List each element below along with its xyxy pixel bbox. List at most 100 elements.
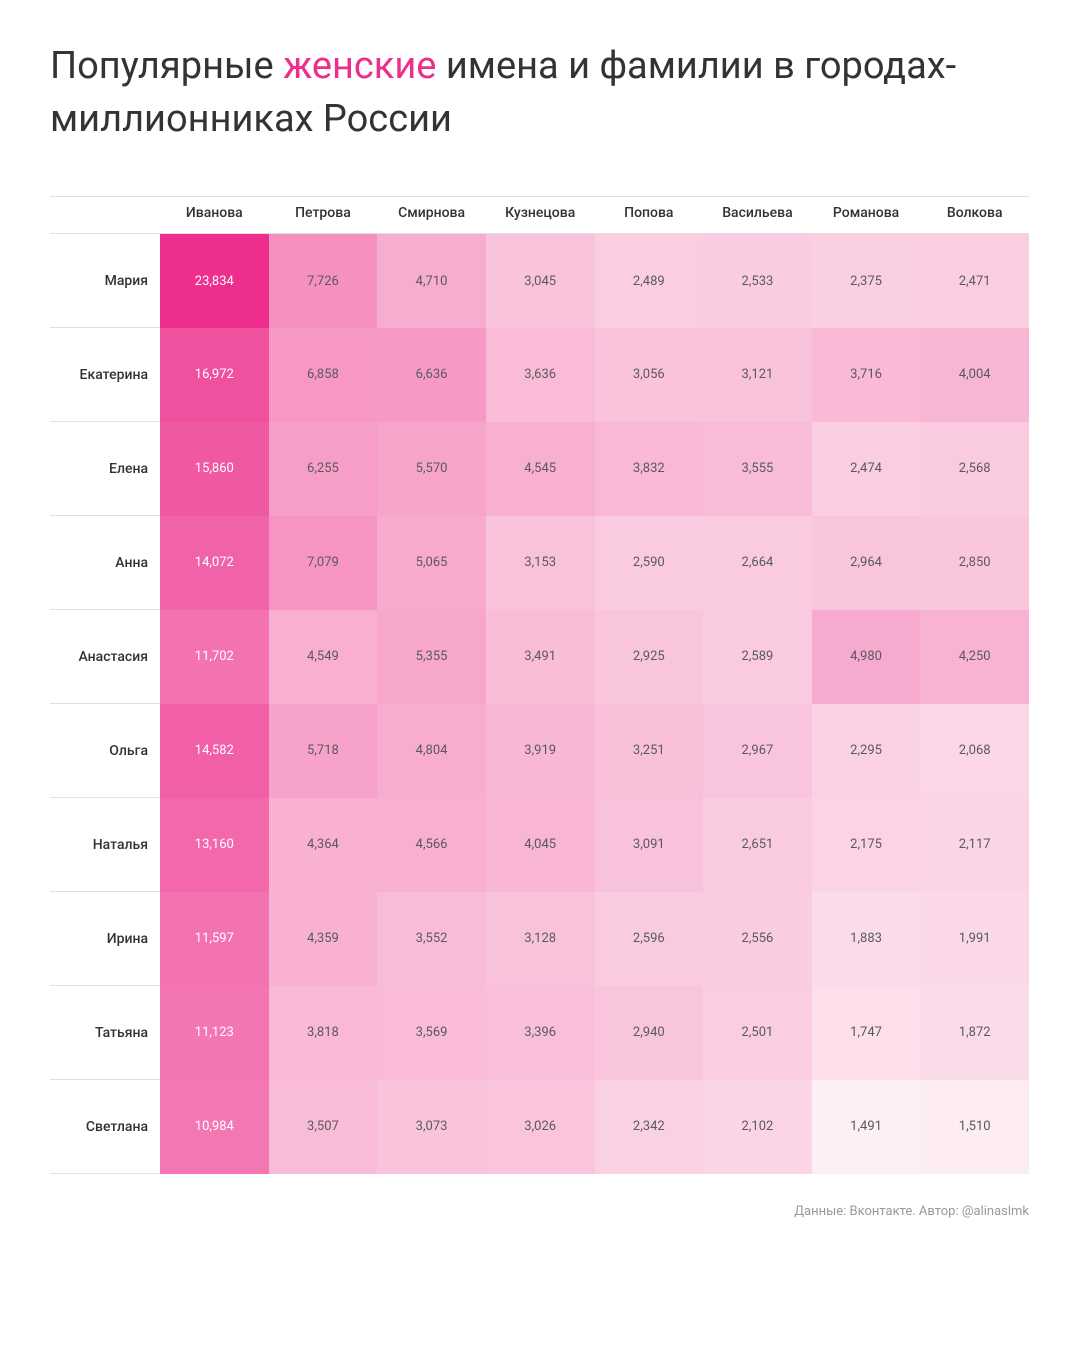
heatmap-cell: 2,489 <box>595 234 704 328</box>
heatmap-cell: 4,549 <box>269 610 378 704</box>
heatmap-cell: 3,073 <box>377 1080 486 1174</box>
heatmap-cell: 3,818 <box>269 986 378 1080</box>
row-header: Наталья <box>50 798 160 892</box>
heatmap-body: Мария23,8347,7264,7103,0452,4892,5332,37… <box>50 234 1029 1174</box>
heatmap-cell: 3,121 <box>703 328 812 422</box>
heatmap-cell: 3,919 <box>486 704 595 798</box>
heatmap-cell: 14,582 <box>160 704 269 798</box>
heatmap-cell: 2,068 <box>920 704 1029 798</box>
heatmap-cell: 2,850 <box>920 516 1029 610</box>
row-header: Мария <box>50 234 160 328</box>
heatmap-cell: 2,533 <box>703 234 812 328</box>
heatmap-cell: 2,964 <box>812 516 921 610</box>
column-header: Волкова <box>920 197 1029 234</box>
heatmap-cell: 10,984 <box>160 1080 269 1174</box>
heatmap-cell: 15,860 <box>160 422 269 516</box>
heatmap-cell: 3,491 <box>486 610 595 704</box>
row-header: Анна <box>50 516 160 610</box>
row-header: Анастасия <box>50 610 160 704</box>
title-before: Популярные <box>50 44 283 88</box>
heatmap-cell: 11,597 <box>160 892 269 986</box>
heatmap-cell: 3,396 <box>486 986 595 1080</box>
heatmap-cell: 4,980 <box>812 610 921 704</box>
heatmap-cell: 2,175 <box>812 798 921 892</box>
row-header: Татьяна <box>50 986 160 1080</box>
column-header: Романова <box>812 197 921 234</box>
heatmap-cell: 3,552 <box>377 892 486 986</box>
page-title: Популярные женские имена и фамилии в гор… <box>50 40 1029 146</box>
heatmap-cell: 2,501 <box>703 986 812 1080</box>
row-header: Ольга <box>50 704 160 798</box>
heatmap-cell: 5,718 <box>269 704 378 798</box>
heatmap-cell: 1,883 <box>812 892 921 986</box>
heatmap-corner <box>50 197 160 234</box>
row-header: Светлана <box>50 1080 160 1174</box>
row-header: Ирина <box>50 892 160 986</box>
heatmap-cell: 2,590 <box>595 516 704 610</box>
heatmap-cell: 4,250 <box>920 610 1029 704</box>
heatmap-cell: 2,925 <box>595 610 704 704</box>
heatmap-cell: 1,491 <box>812 1080 921 1174</box>
heatmap-cell: 3,569 <box>377 986 486 1080</box>
heatmap-cell: 2,940 <box>595 986 704 1080</box>
heatmap-cell: 7,726 <box>269 234 378 328</box>
heatmap-cell: 16,972 <box>160 328 269 422</box>
heatmap-cell: 3,026 <box>486 1080 595 1174</box>
heatmap-cell: 4,045 <box>486 798 595 892</box>
footer-credit: Данные: Вконтакте. Автор: @alinaslmk <box>50 1204 1029 1219</box>
heatmap-cell: 11,123 <box>160 986 269 1080</box>
heatmap-cell: 13,160 <box>160 798 269 892</box>
heatmap-cell: 2,651 <box>703 798 812 892</box>
heatmap-header: ИвановаПетроваСмирноваКузнецоваПоповаВас… <box>50 197 1029 234</box>
heatmap-cell: 6,255 <box>269 422 378 516</box>
column-header: Смирнова <box>377 197 486 234</box>
column-header: Васильева <box>703 197 812 234</box>
heatmap-cell: 4,710 <box>377 234 486 328</box>
column-header: Кузнецова <box>486 197 595 234</box>
heatmap-cell: 1,872 <box>920 986 1029 1080</box>
heatmap-cell: 5,065 <box>377 516 486 610</box>
heatmap-cell: 3,128 <box>486 892 595 986</box>
heatmap-cell: 2,117 <box>920 798 1029 892</box>
heatmap-cell: 3,045 <box>486 234 595 328</box>
heatmap-cell: 2,589 <box>703 610 812 704</box>
heatmap-cell: 3,636 <box>486 328 595 422</box>
heatmap-cell: 4,359 <box>269 892 378 986</box>
heatmap-cell: 2,342 <box>595 1080 704 1174</box>
heatmap-cell: 2,596 <box>595 892 704 986</box>
heatmap-cell: 4,804 <box>377 704 486 798</box>
heatmap-cell: 2,967 <box>703 704 812 798</box>
heatmap-cell: 2,556 <box>703 892 812 986</box>
heatmap-cell: 3,056 <box>595 328 704 422</box>
column-header: Петрова <box>269 197 378 234</box>
heatmap-cell: 3,716 <box>812 328 921 422</box>
heatmap-cell: 6,636 <box>377 328 486 422</box>
heatmap-cell: 3,832 <box>595 422 704 516</box>
heatmap-cell: 23,834 <box>160 234 269 328</box>
heatmap-table: ИвановаПетроваСмирноваКузнецоваПоповаВас… <box>50 196 1029 1174</box>
row-header: Екатерина <box>50 328 160 422</box>
title-accent: женские <box>283 44 436 88</box>
heatmap-cell: 1,747 <box>812 986 921 1080</box>
heatmap-cell: 5,355 <box>377 610 486 704</box>
heatmap-cell: 6,858 <box>269 328 378 422</box>
heatmap-cell: 2,664 <box>703 516 812 610</box>
heatmap-cell: 11,702 <box>160 610 269 704</box>
heatmap-cell: 2,375 <box>812 234 921 328</box>
heatmap-cell: 7,079 <box>269 516 378 610</box>
heatmap-cell: 2,474 <box>812 422 921 516</box>
heatmap-cell: 3,153 <box>486 516 595 610</box>
heatmap-cell: 3,091 <box>595 798 704 892</box>
heatmap-cell: 3,507 <box>269 1080 378 1174</box>
heatmap-cell: 1,991 <box>920 892 1029 986</box>
heatmap-cell: 4,545 <box>486 422 595 516</box>
row-header: Елена <box>50 422 160 516</box>
heatmap-cell: 4,364 <box>269 798 378 892</box>
heatmap-cell: 14,072 <box>160 516 269 610</box>
heatmap-cell: 2,471 <box>920 234 1029 328</box>
heatmap-cell: 4,004 <box>920 328 1029 422</box>
heatmap-cell: 2,102 <box>703 1080 812 1174</box>
heatmap-cell: 2,568 <box>920 422 1029 516</box>
heatmap-cell: 3,251 <box>595 704 704 798</box>
heatmap-cell: 1,510 <box>920 1080 1029 1174</box>
